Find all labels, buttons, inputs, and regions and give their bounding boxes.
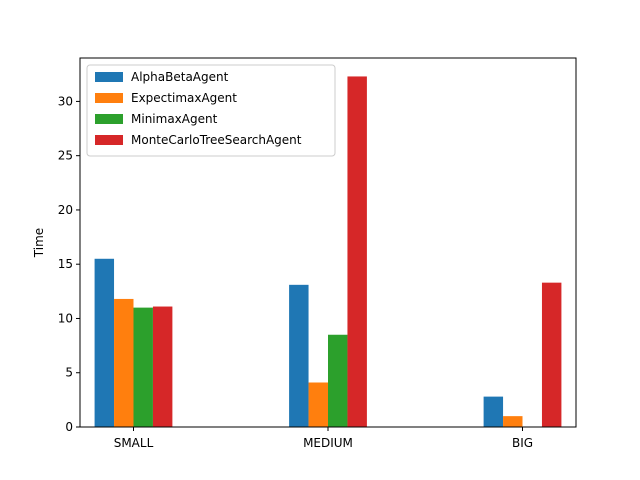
- bar-minimaxagent-small: [133, 307, 153, 427]
- y-tick-label: 20: [58, 203, 73, 217]
- x-axis-ticks: SMALL MEDIUM BIG: [114, 427, 533, 450]
- y-tick-label: 25: [58, 149, 73, 163]
- bar-alphabetaagent-small: [94, 258, 115, 427]
- bar-expectimaxagent-medium: [308, 382, 328, 427]
- legend-swatch: [95, 93, 123, 103]
- legend-label: MinimaxAgent: [131, 112, 218, 126]
- y-tick-label: 30: [58, 94, 73, 108]
- y-tick-label: 15: [58, 257, 73, 271]
- y-axis-ticks: 0 5 10 15 20 25 30: [58, 94, 80, 434]
- legend-label: MonteCarloTreeSearchAgent: [131, 133, 302, 147]
- legend-label: ExpectimaxAgent: [131, 91, 237, 105]
- legend-swatch: [95, 72, 123, 82]
- y-tick-label: 5: [65, 366, 73, 380]
- x-tick-label: MEDIUM: [303, 436, 353, 450]
- bar-montecarlotreesearchagent-small: [152, 306, 173, 427]
- y-axis-label: Time: [32, 228, 46, 258]
- x-tick-label: BIG: [512, 436, 533, 450]
- y-tick-label: 10: [58, 311, 73, 325]
- bar-expectimaxagent-big: [503, 416, 523, 427]
- y-tick-label: 0: [65, 420, 73, 434]
- legend-label: AlphaBetaAgent: [131, 70, 229, 84]
- bar-montecarlotreesearchagent-medium: [347, 76, 367, 427]
- bar-minimaxagent-medium: [328, 334, 348, 427]
- legend-swatch: [95, 114, 123, 124]
- legend: AlphaBetaAgent ExpectimaxAgent MinimaxAgen…: [86, 64, 336, 157]
- axes-frame: [79, 57, 577, 428]
- legend-box: [86, 64, 336, 157]
- x-tick-label: SMALL: [114, 436, 154, 450]
- bar-expectimaxagent-small: [114, 298, 134, 427]
- legend-swatch: [95, 135, 123, 145]
- bars-group: [94, 76, 562, 427]
- bar-montecarlotreesearchagent-big: [541, 282, 562, 427]
- bar-alphabetaagent-medium: [289, 284, 309, 427]
- bar-alphabetaagent-big: [483, 396, 504, 427]
